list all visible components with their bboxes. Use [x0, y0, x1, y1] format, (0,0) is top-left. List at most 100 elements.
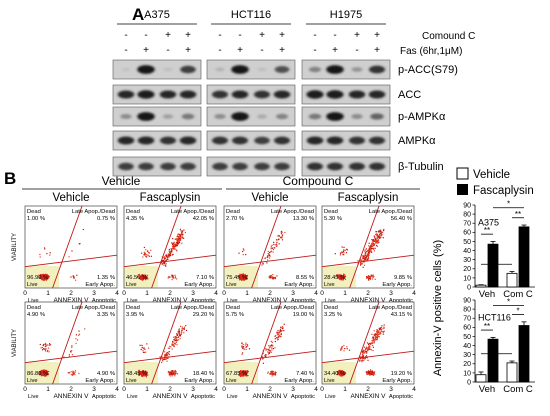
- flow-dot: [168, 250, 170, 252]
- flow-dot: [270, 371, 272, 373]
- flow-dot: [278, 334, 280, 336]
- flow-dot: [178, 236, 180, 238]
- blot-band: [254, 90, 270, 99]
- flow-dot: [376, 335, 379, 337]
- blot-band: [180, 65, 196, 74]
- blot-band: [118, 162, 134, 171]
- flow-dot: [71, 350, 73, 352]
- flow-dot: [342, 251, 345, 253]
- flow-dot: [78, 334, 80, 336]
- blot-band: [215, 67, 225, 72]
- bar: [506, 272, 518, 288]
- flow-dot: [43, 372, 45, 374]
- flow-dot: [267, 255, 269, 257]
- flow-dot: [270, 245, 272, 248]
- legend-label-vehicle: Vehicle: [473, 169, 510, 181]
- x-tick-label: 3: [291, 290, 295, 297]
- flow-dot: [371, 339, 373, 342]
- blot-strip: [301, 84, 391, 105]
- flow-dot: [364, 257, 366, 259]
- flow-dot: [169, 375, 172, 377]
- flow-dot: [380, 231, 382, 233]
- flow-dot: [39, 343, 41, 346]
- flow-dot: [368, 278, 370, 280]
- flow-dot: [143, 348, 145, 350]
- flow-dot: [372, 373, 374, 376]
- flow-dot: [365, 355, 368, 357]
- compound-c-sign: +: [374, 30, 380, 41]
- flow-dot: [172, 248, 175, 250]
- flow-dot: [163, 358, 165, 360]
- flow-dot: [67, 372, 69, 374]
- flow-dot: [340, 274, 342, 276]
- flow-dot: [377, 334, 379, 336]
- flow-dot: [376, 333, 378, 335]
- flow-dot: [171, 370, 173, 372]
- quad-label-late: Late Apop./Dead: [271, 209, 314, 215]
- flow-dot: [276, 275, 278, 277]
- flow-dot: [338, 276, 340, 279]
- flow-dot: [163, 262, 165, 264]
- flow-dot: [244, 344, 246, 346]
- flow-dot: [141, 278, 143, 280]
- x-sub-label-apoptotic: Apoptotic: [389, 394, 413, 400]
- flow-dot: [383, 326, 385, 328]
- flow-dot: [368, 248, 370, 250]
- flow-dot: [146, 250, 149, 252]
- flow-dot: [365, 347, 367, 349]
- flow-dot: [372, 337, 374, 339]
- bar: [506, 362, 518, 383]
- flow-dot: [171, 276, 173, 278]
- flow-dot: [364, 250, 366, 252]
- flow-dot: [172, 344, 175, 346]
- bar-chart-title: HCT116: [478, 312, 511, 322]
- flow-dot: [72, 275, 74, 277]
- flow-dot: [40, 277, 42, 279]
- flow-dot: [245, 348, 247, 350]
- flow-dot: [146, 256, 148, 258]
- flow-dot: [43, 370, 45, 373]
- flow-dot: [244, 277, 246, 279]
- flow-dot: [47, 277, 49, 279]
- x-sub-label-apoptotic: Apoptotic: [191, 298, 215, 304]
- flow-dot: [239, 275, 241, 277]
- flow-dot: [174, 245, 176, 247]
- flow-dot: [42, 349, 44, 351]
- flow-dot: [170, 346, 172, 348]
- flow-dot: [365, 346, 367, 348]
- flow-dot: [41, 346, 43, 349]
- flow-dot: [278, 336, 280, 338]
- flow-dot: [380, 333, 382, 335]
- flow-dot: [76, 274, 78, 276]
- flow-dot: [42, 275, 44, 277]
- blot-band: [351, 67, 363, 72]
- flow-dot: [42, 369, 44, 371]
- x-sub-label-live: Live: [127, 394, 138, 400]
- flow-dot: [378, 333, 380, 336]
- flow-dot: [242, 375, 244, 377]
- flow-dot: [145, 376, 147, 378]
- flow-dot: [368, 345, 371, 347]
- bar: [475, 284, 487, 288]
- flow-dot: [370, 250, 372, 252]
- flow-dot: [273, 373, 276, 375]
- flow-dot: [276, 339, 279, 341]
- x-tick-label: 4: [412, 386, 416, 393]
- quad-label-early: Early Apop.: [382, 282, 412, 288]
- blot-band: [257, 114, 267, 119]
- column-title: Fascaplysin: [338, 192, 399, 204]
- flow-dot: [378, 332, 380, 334]
- blot-band: [327, 162, 343, 171]
- flow-dot: [373, 250, 375, 252]
- flow-dot: [367, 343, 370, 346]
- x-axis-label: ANNEXIN V: [252, 393, 288, 400]
- flow-dot: [363, 360, 365, 362]
- flow-dot: [362, 349, 364, 351]
- flow-dot: [185, 325, 187, 327]
- flow-dot: [376, 237, 378, 239]
- flow-dot: [175, 371, 177, 373]
- x-tick-label: 1: [245, 290, 249, 297]
- quad-label-live: Live: [126, 282, 137, 288]
- flow-dot: [334, 253, 336, 255]
- flow-dot: [172, 277, 174, 279]
